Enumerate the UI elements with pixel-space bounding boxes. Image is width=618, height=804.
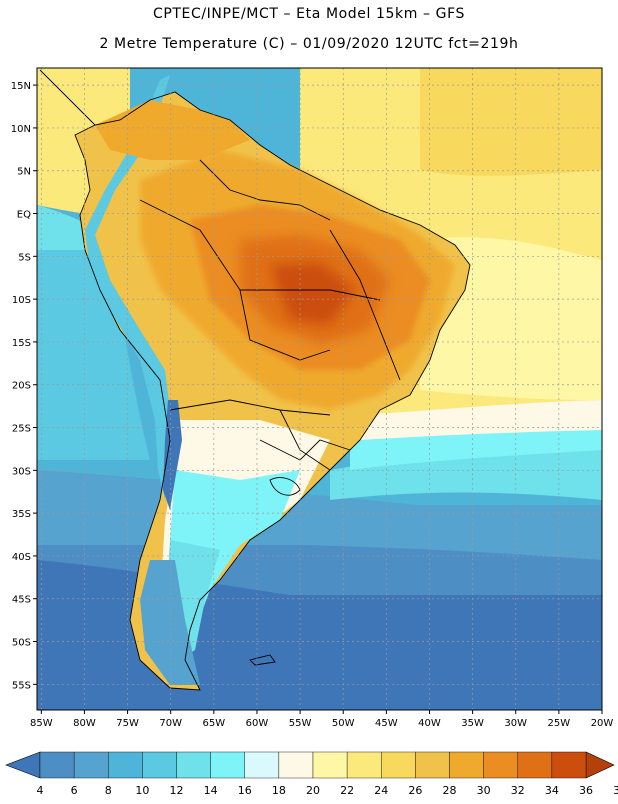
lat-label: 30S [12, 466, 31, 477]
lon-label: 40W [418, 718, 441, 729]
lat-label: 5S [18, 252, 31, 263]
colorbar-tick-label: 36 [579, 784, 593, 797]
colorbar-tick-label: 24 [374, 784, 388, 797]
title-line-2: 2 Metre Temperature (C) – 01/09/2020 12U… [99, 36, 519, 52]
lat-label: 25S [12, 424, 31, 435]
colorbar-tick-label: 28 [443, 784, 457, 797]
lon-label: 50W [332, 718, 355, 729]
coastlines [39, 69, 471, 691]
colorbar-tick-label: 14 [204, 784, 218, 797]
lon-label: 70W [159, 718, 182, 729]
colorbar-arrow-left [5, 751, 41, 779]
colorbar-swatch [449, 751, 484, 779]
colorbar-swatch [415, 751, 450, 779]
plot-frame [36, 67, 603, 711]
colorbar-tick-label: 12 [170, 784, 184, 797]
colorbar-swatch [551, 751, 587, 779]
lon-label: 20W [591, 718, 614, 729]
colorbar-tick-label: 38 [613, 784, 618, 797]
lat-label: 35S [12, 509, 31, 520]
colorbar-swatch [108, 751, 143, 779]
lon-label: 25W [548, 718, 571, 729]
lat-label: 15S [12, 338, 31, 349]
colorbar-swatch [210, 751, 245, 779]
colorbar-swatch [176, 751, 211, 779]
colorbar-tick-label: 30 [477, 784, 491, 797]
lon-label: 30W [504, 718, 527, 729]
lat-label: 15N [11, 81, 31, 92]
colorbar-tick-label: 18 [272, 784, 286, 797]
latitude-labels: 15N 10N 5N EQ 5S 10S 15S 20S 25S 30S 35S 40S 45S 50S 5… [11, 81, 31, 691]
colorbar-tick-label: 10 [135, 784, 149, 797]
lat-label: 45S [12, 595, 31, 606]
lat-label: 10S [12, 295, 31, 306]
colorbar-tick-label: 34 [545, 784, 559, 797]
lat-label: 55S [12, 680, 31, 691]
longitude-labels: 85W 80W 75W 70W 65W 60W 55W 50W 45W 40W 35W 30W 25W 2… [30, 718, 613, 729]
lat-label: 50S [12, 638, 31, 649]
colorbar-tick-label: 16 [238, 784, 252, 797]
colorbar-tick-label: 6 [71, 784, 78, 797]
lat-label: 5N [17, 167, 31, 178]
colorbar-tick-label: 20 [306, 784, 320, 797]
lon-label: 60W [246, 718, 269, 729]
colorbar-tick-label: 4 [37, 784, 44, 797]
lon-label: 45W [375, 718, 398, 729]
lon-label: 65W [203, 718, 226, 729]
colorbar-swatch [278, 751, 314, 779]
colorbar-swatch [39, 751, 75, 779]
colorbar-tick-label: 8 [105, 784, 112, 797]
colorbar-swatch [73, 751, 109, 779]
title-line-1: CPTEC/INPE/MCT – Eta Model 15km – GFS [152, 6, 466, 22]
lon-label: 80W [73, 718, 96, 729]
colorbar: 4 6 8 10 12 14 16 18 20 22 24 26 28 30 32 34 36 38 [5, 751, 618, 797]
lon-label: 85W [30, 718, 53, 729]
lat-label: EQ [17, 210, 31, 221]
colorbar-arrow-right [585, 751, 615, 779]
colorbar-swatch [346, 751, 382, 779]
lat-label: 20S [12, 381, 31, 392]
colorbar-tick-label: 32 [511, 784, 525, 797]
colorbar-swatch [483, 751, 518, 779]
lat-label: 10N [11, 124, 31, 135]
lat-label: 40S [12, 552, 31, 563]
colorbar-swatch [142, 751, 177, 779]
colorbar-swatch [312, 751, 348, 779]
colorbar-swatch [244, 751, 280, 779]
temperature-field [37, 68, 602, 710]
lon-label: 75W [116, 718, 139, 729]
colorbar-swatch [517, 751, 553, 779]
colorbar-tick-label: 26 [408, 784, 422, 797]
colorbar-tick-label: 22 [340, 784, 354, 797]
lon-label: 35W [461, 718, 484, 729]
lon-label: 55W [289, 718, 312, 729]
colorbar-swatch [381, 751, 416, 779]
